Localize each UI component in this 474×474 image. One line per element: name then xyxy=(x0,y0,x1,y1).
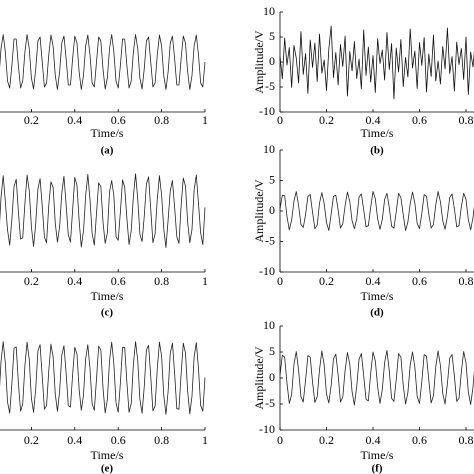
y-axis-label: Amplitude/V xyxy=(252,179,266,243)
caption: (a) xyxy=(101,145,114,157)
y-tick-label: -10 xyxy=(259,264,275,278)
signal-line xyxy=(279,350,474,406)
y-tick-label: -5 xyxy=(265,79,275,93)
x-tick-label: 1 xyxy=(202,433,208,447)
y-tick-label: -5 xyxy=(265,396,275,410)
x-tick-label: 0.4 xyxy=(366,274,381,288)
x-tick-label: 0.6 xyxy=(111,433,126,447)
x-tick-label: 0.6 xyxy=(412,433,427,447)
panel: 0 0.2 0.4 0.6 0.8 -10 -5 0 5 10 Time/s(f) Amplitude… xyxy=(252,318,474,474)
x-axis-label: Time/s xyxy=(91,448,124,462)
signal-line xyxy=(0,341,206,415)
x-tick-label: 0.2 xyxy=(24,274,39,288)
x-tick-label: 0.6 xyxy=(412,113,427,127)
caption: (f) xyxy=(372,463,383,474)
x-tick-label: 0.6 xyxy=(111,113,126,127)
x-tick-label: 0 xyxy=(277,274,283,288)
x-tick-label: 0.8 xyxy=(154,113,169,127)
x-tick-label: 0.4 xyxy=(67,433,82,447)
y-tick-label: 5 xyxy=(269,29,275,43)
x-axis-label: Time/s xyxy=(91,289,124,303)
x-tick-label: 0.4 xyxy=(366,433,381,447)
x-tick-label: 0.4 xyxy=(67,274,82,288)
panel: 0 0.2 0.4 0.6 0.8 -10 -5 0 5 10 Time/s (d) Amplitude… xyxy=(252,142,474,319)
signal-line xyxy=(0,34,206,90)
x-tick-label: 0.2 xyxy=(319,274,334,288)
x-tick-label: 1 xyxy=(202,274,208,288)
signal-line xyxy=(279,191,474,231)
x-tick-label: 0 xyxy=(277,433,283,447)
y-tick-label: 0 xyxy=(269,370,275,384)
x-axis-label: Time/s xyxy=(91,126,124,140)
x-tick-label: 0.8 xyxy=(154,274,169,288)
x-axis-label: Time/s xyxy=(361,448,394,462)
x-tick-label: 1 xyxy=(202,113,208,127)
x-tick-label: 0.8 xyxy=(459,433,474,447)
panel: 0 0.2 0.4 0.6 0.8 -10 -5 0 5 10 Time/s (b) Amplitude… xyxy=(252,4,474,157)
x-tick-label: 0.6 xyxy=(111,274,126,288)
x-axis-label: Time/s xyxy=(361,289,394,303)
x-tick-label: 0.2 xyxy=(24,433,39,447)
panel: 0.2 0.4 0.6 0.8 1 Time/s(e) xyxy=(0,341,208,474)
x-tick-label: 0.4 xyxy=(67,113,82,127)
y-tick-label: 10 xyxy=(263,142,275,156)
x-tick-label: 0.8 xyxy=(459,274,474,288)
x-tick-label: 0.2 xyxy=(24,113,39,127)
caption: (c) xyxy=(101,307,114,319)
x-tick-label: 0.8 xyxy=(154,433,169,447)
x-tick-label: 0.8 xyxy=(459,113,474,127)
x-tick-label: 0.2 xyxy=(319,113,334,127)
caption: (d) xyxy=(370,307,384,319)
x-tick-label: 0.2 xyxy=(319,433,334,447)
x-tick-label: 0 xyxy=(277,113,283,127)
y-axis-label: Amplitude/V xyxy=(252,346,266,410)
panel: 0.2 0.4 0.6 0.8 1 Time/s (c) xyxy=(0,173,208,319)
y-tick-label: 0 xyxy=(269,203,275,217)
signal-line xyxy=(279,25,474,100)
y-axis-label: Amplitude/V xyxy=(252,30,266,94)
x-tick-label: 0.4 xyxy=(366,113,381,127)
y-tick-label: 5 xyxy=(269,172,275,186)
y-tick-label: 0 xyxy=(269,54,275,68)
y-tick-label: 10 xyxy=(263,318,275,332)
y-tick-label: 10 xyxy=(263,4,275,18)
y-tick-label: -10 xyxy=(259,422,275,436)
x-tick-label: 0.6 xyxy=(412,274,427,288)
signal-line xyxy=(0,173,206,248)
y-tick-label: -10 xyxy=(259,104,275,118)
y-tick-label: 5 xyxy=(269,344,275,358)
panel: 0.2 0.4 0.6 0.8 1 Time/s (a) xyxy=(0,34,208,157)
caption: (e) xyxy=(101,463,114,474)
x-axis-label: Time/s xyxy=(361,126,394,140)
y-tick-label: -5 xyxy=(265,233,275,247)
caption: (b) xyxy=(370,145,384,157)
